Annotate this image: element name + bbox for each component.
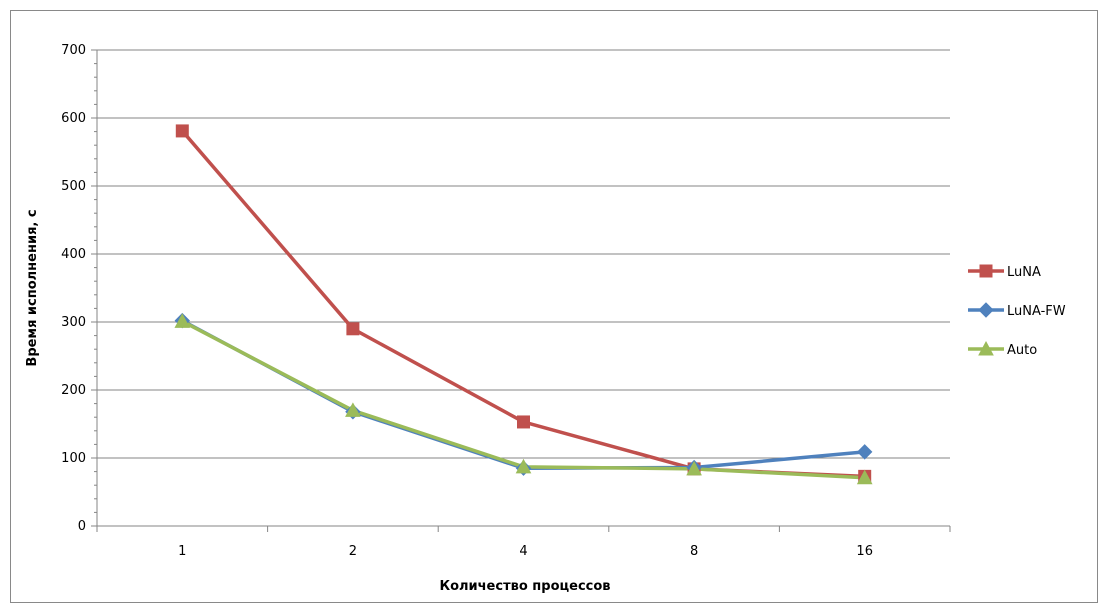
point-luna (346, 322, 360, 336)
point-auto (686, 460, 702, 476)
point-luna-fw (856, 444, 873, 460)
legend-label-auto: Auto (1007, 343, 1037, 358)
point-auto (515, 458, 532, 474)
y-tick-label: 0 (78, 519, 86, 534)
x-axis-title: Количество процессов (439, 579, 610, 594)
y-tick-label: 700 (61, 43, 86, 58)
x-tick-label: 4 (519, 544, 527, 559)
point-auto (345, 402, 361, 417)
gridlines (97, 49, 950, 459)
x-tick-label: 8 (690, 544, 698, 559)
series-line-auto (181, 319, 865, 480)
tick-labels: 0 100 200 300 400 500 600 700 1 2 4 8 16 (61, 43, 873, 559)
legend-label-luna-fw: LuNA-FW (1007, 304, 1066, 319)
x-tick-label: 16 (856, 544, 873, 559)
y-tick-label: 500 (61, 179, 86, 194)
y-tick-label: 200 (61, 383, 86, 398)
y-tick-label: 400 (61, 247, 86, 262)
series-line-luna-fw (181, 319, 865, 470)
series-markers (174, 124, 873, 485)
y-axis-title: Время исполнения, с (25, 209, 40, 366)
axes (91, 49, 951, 532)
x-tick-label: 1 (178, 544, 186, 559)
point-luna (175, 124, 189, 138)
y-tick-label: 600 (61, 111, 86, 126)
y-tick-label: 300 (61, 315, 86, 330)
point-auto (856, 469, 873, 485)
point-luna (517, 415, 530, 429)
legend-marker-luna (979, 264, 993, 278)
x-tick-label: 2 (349, 544, 357, 559)
legend-marker-luna-fw (978, 302, 994, 318)
chart-frame (10, 10, 1098, 603)
legend-label-luna: LuNA (1007, 265, 1041, 280)
legend: LuNA LuNA-FW Auto (968, 264, 1066, 358)
y-tick-label: 100 (61, 451, 86, 466)
legend-marker-auto (978, 340, 994, 356)
point-auto (174, 313, 191, 328)
